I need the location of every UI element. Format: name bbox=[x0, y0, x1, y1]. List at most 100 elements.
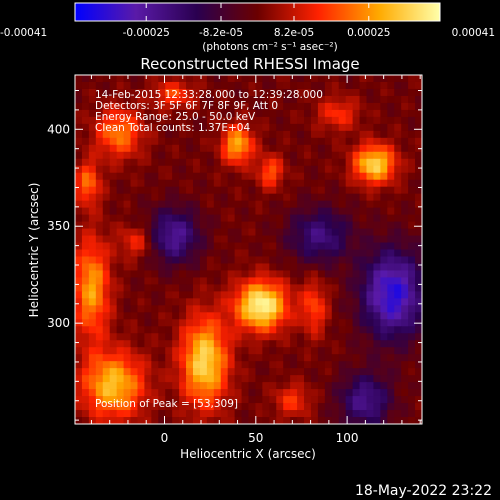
heatmap-cell bbox=[102, 214, 111, 223]
heatmap-cell bbox=[186, 333, 194, 341]
heatmap-cell bbox=[269, 291, 277, 299]
heatmap-cell bbox=[317, 172, 326, 181]
heatmap-cell bbox=[401, 151, 409, 160]
heatmap-cell bbox=[387, 375, 395, 383]
heatmap-cell bbox=[283, 214, 291, 223]
heatmap-cell bbox=[324, 256, 333, 264]
heatmap-cell bbox=[95, 207, 104, 216]
heatmap-cell bbox=[172, 256, 180, 264]
heatmap-cell bbox=[186, 235, 194, 244]
heatmap-cell bbox=[81, 137, 90, 146]
heatmap-cell bbox=[137, 403, 145, 411]
heatmap-cell bbox=[186, 214, 194, 223]
heatmap-cell bbox=[75, 81, 83, 90]
heatmap-cell bbox=[179, 277, 187, 285]
heatmap-cell bbox=[172, 130, 180, 139]
heatmap-cell bbox=[345, 382, 354, 390]
heatmap-cell bbox=[192, 102, 201, 111]
heatmap-cell bbox=[123, 179, 132, 188]
heatmap-cell bbox=[192, 179, 201, 188]
heatmap-cell bbox=[380, 158, 388, 167]
heatmap-cell bbox=[269, 354, 277, 362]
heatmap-cell bbox=[199, 319, 208, 327]
heatmap-cell bbox=[373, 214, 381, 223]
heatmap-cell bbox=[415, 221, 423, 230]
heatmap-cell bbox=[88, 319, 97, 327]
heatmap-cell bbox=[401, 305, 409, 313]
heatmap-cell bbox=[109, 130, 118, 139]
heatmap-cell bbox=[75, 214, 83, 223]
heatmap-cell bbox=[324, 368, 333, 376]
heatmap-cell bbox=[366, 256, 374, 264]
heatmap-cell bbox=[179, 102, 187, 111]
heatmap-cell bbox=[123, 172, 132, 181]
heatmap-cell bbox=[373, 256, 381, 264]
heatmap-cell bbox=[304, 389, 312, 397]
heatmap-cell bbox=[394, 123, 402, 132]
heatmap-cell bbox=[304, 361, 312, 369]
heatmap-cell bbox=[116, 263, 125, 271]
heatmap-cell bbox=[283, 81, 291, 90]
heatmap-cell bbox=[81, 214, 90, 223]
heatmap-cell bbox=[304, 116, 312, 125]
heatmap-cell bbox=[394, 403, 402, 411]
heatmap-cell bbox=[186, 249, 194, 257]
heatmap-cell bbox=[75, 368, 83, 376]
heatmap-cell bbox=[186, 417, 194, 425]
heatmap-cell bbox=[81, 123, 90, 132]
heatmap-cell bbox=[415, 158, 423, 167]
heatmap-cell bbox=[387, 123, 395, 132]
heatmap-cell bbox=[144, 263, 152, 271]
heatmap-cell bbox=[102, 88, 111, 97]
heatmap-cell bbox=[220, 417, 229, 425]
heatmap-cell bbox=[102, 200, 111, 209]
heatmap-cell bbox=[234, 361, 243, 369]
heatmap-cell bbox=[144, 242, 152, 250]
heatmap-cell bbox=[102, 340, 111, 348]
colorbar-tick-label: -0.00025 bbox=[123, 27, 170, 39]
heatmap-cell bbox=[415, 354, 423, 362]
heatmap-cell bbox=[408, 102, 416, 111]
heatmap-cell bbox=[366, 130, 374, 139]
heatmap-cell bbox=[186, 242, 194, 250]
heatmap-cell bbox=[255, 256, 263, 264]
heatmap-cell bbox=[206, 137, 215, 146]
heatmap-cell bbox=[81, 326, 90, 334]
heatmap-cell bbox=[262, 354, 270, 362]
heatmap-cell bbox=[415, 130, 423, 139]
heatmap-cell bbox=[81, 382, 90, 390]
heatmap-cell bbox=[227, 263, 236, 271]
heatmap-cell bbox=[206, 179, 215, 188]
heatmap-cell bbox=[373, 284, 381, 292]
colorbar-ticks: -0.00041 -0.00025 -8.2e-05 8.2e-05 0.00025 0.… bbox=[0, 3, 495, 39]
heatmap-cell bbox=[331, 249, 340, 257]
heatmap-cell bbox=[331, 312, 340, 320]
heatmap-cell bbox=[165, 242, 173, 250]
heatmap-cell bbox=[123, 361, 132, 369]
heatmap-cell bbox=[172, 179, 180, 188]
heatmap-cell bbox=[415, 109, 423, 118]
heatmap-cell bbox=[192, 75, 201, 83]
heatmap-cell bbox=[338, 242, 347, 250]
heatmap-cell bbox=[144, 200, 152, 209]
heatmap-cell bbox=[345, 207, 354, 216]
heatmap-cell bbox=[304, 186, 312, 195]
heatmap-cell bbox=[359, 368, 367, 376]
heatmap-cell bbox=[248, 270, 256, 278]
heatmap-cell bbox=[165, 95, 173, 104]
heatmap-cell bbox=[262, 326, 270, 334]
heatmap-cell bbox=[276, 186, 284, 195]
heatmap-cell bbox=[199, 158, 208, 167]
heatmap-cell bbox=[123, 382, 132, 390]
heatmap-cell bbox=[276, 375, 284, 383]
heatmap-cell bbox=[123, 291, 132, 299]
heatmap-cell bbox=[290, 221, 298, 230]
heatmap-cell bbox=[304, 158, 312, 167]
heatmap-cell bbox=[394, 186, 402, 195]
heatmap-cell bbox=[102, 368, 111, 376]
heatmap-cell bbox=[345, 333, 354, 341]
heatmap-cell bbox=[186, 403, 194, 411]
heatmap-cell bbox=[338, 179, 347, 188]
heatmap-cell bbox=[144, 144, 152, 153]
heatmap-cell bbox=[373, 249, 381, 257]
